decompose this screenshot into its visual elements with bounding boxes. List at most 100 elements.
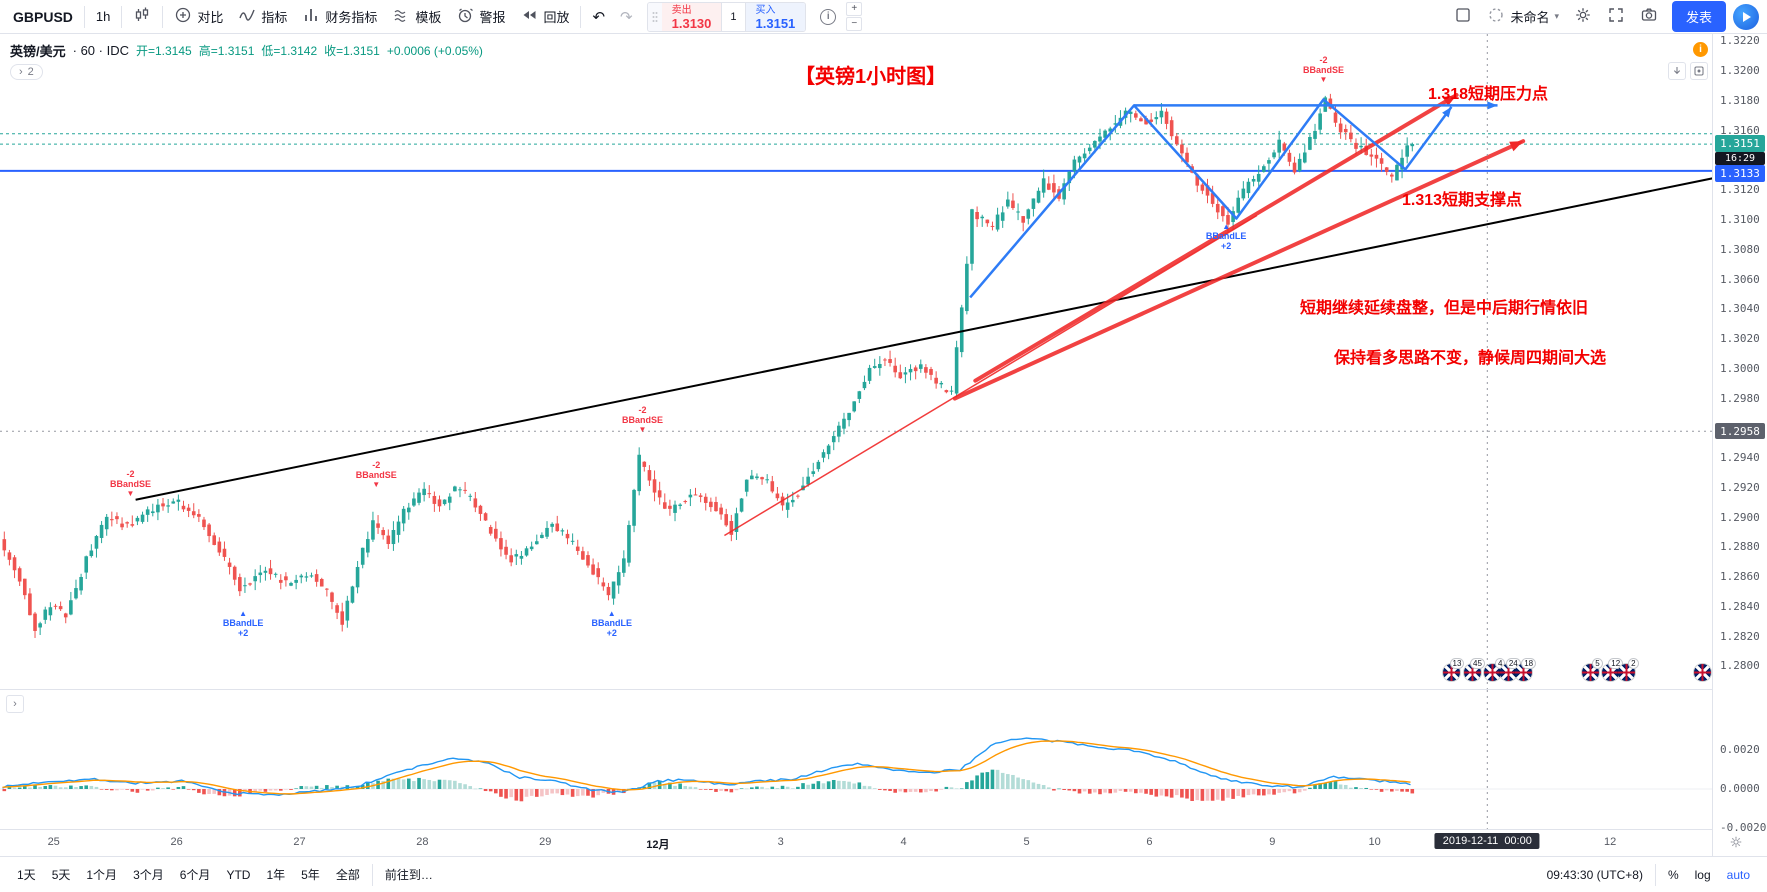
outlook-annotation-2[interactable]: 保持看多思路不变，静候周四期间大选 [1334, 350, 1607, 367]
time-tick-label: 6 [1146, 836, 1153, 848]
templates-label: 模板 [415, 10, 442, 25]
macd-pane[interactable]: › [0, 690, 1712, 830]
chart-title-annotation[interactable]: 【英镑1小时图】 [795, 66, 947, 88]
main-chart-canvas[interactable] [0, 34, 1712, 689]
sell-button[interactable]: 卖出 1.3130 [661, 2, 722, 31]
price-tick-label: 1.3040 [1720, 302, 1760, 316]
reset-view-icon[interactable] [1690, 62, 1708, 80]
alarm-icon [456, 6, 474, 27]
auto-scale-button[interactable]: auto [1726, 867, 1750, 882]
replay-button[interactable]: 回放 [513, 2, 576, 31]
price-tick-label: 1.2900 [1720, 510, 1760, 524]
calendar-event-flag-icon[interactable]: 24 [1499, 658, 1521, 681]
outlook-annotation-1[interactable]: 短期继续延续盘整，但是中后期行情依旧 [1300, 300, 1589, 317]
divider [371, 863, 373, 886]
range-6m-button[interactable]: 6个月 [179, 868, 211, 882]
calendar-event-flag-icon[interactable]: 18 [1515, 658, 1537, 681]
top-toolbar: GBPUSD 1h 对比 指标 财务指标 模板 警报 回放 [0, 0, 1767, 34]
price-tick-label: 1.3000 [1720, 361, 1760, 375]
time-axis[interactable]: 25 26 27 28 29 12月 3 4 5 6 9 10 12 2019-12-11 00:00 [0, 830, 1712, 856]
calendar-event-flag-icon[interactable]: 5 [1581, 658, 1603, 681]
interval-label: 1h [95, 9, 111, 24]
layout-name-button[interactable]: 未命名 ▾ [1480, 2, 1566, 31]
trade-widget: 卖出 1.3130 1 买入 1.3151 [646, 1, 807, 32]
range-5d-button[interactable]: 5天 [51, 868, 71, 882]
macd-canvas[interactable] [0, 690, 1712, 829]
resistance-annotation[interactable]: 1.318短期压力点 [1428, 86, 1549, 103]
time-tick-label: 28 [416, 836, 429, 848]
short-entry-marker: -2 BBandSE ▼ [109, 468, 152, 498]
goto-date-button[interactable]: 前往到… [384, 868, 433, 882]
percent-scale-button[interactable]: % [1667, 867, 1679, 882]
calendar-event-flag-icon[interactable]: 2 [1617, 658, 1639, 681]
range-ytd-button[interactable]: YTD [226, 867, 251, 882]
calendar-event-flag-icon[interactable]: 4 [1484, 658, 1506, 681]
axis-settings-icon[interactable] [1729, 835, 1743, 852]
redo-button[interactable]: ↷ [613, 4, 640, 30]
range-3m-button[interactable]: 3个月 [133, 868, 164, 882]
macd-tick-label: 0.0020 [1720, 743, 1760, 756]
alert-button[interactable]: 警报 [449, 2, 512, 31]
legend-high: 高=1.3151 [198, 44, 255, 58]
main-price-pane[interactable]: 英镑/美元 · 60 · IDC 开=1.3145 高=1.3151 低=1.3… [0, 34, 1712, 690]
time-tick-label: 5 [1023, 836, 1030, 848]
price-tick-label: 1.3200 [1720, 64, 1760, 78]
chart-region: 英镑/美元 · 60 · IDC 开=1.3145 高=1.3151 低=1.3… [0, 34, 1767, 856]
templates-button[interactable]: 模板 [385, 2, 448, 31]
publish-button[interactable]: 发表 [1671, 1, 1726, 32]
buy-button[interactable]: 买入 1.3151 [745, 2, 806, 31]
chevron-right-icon: › [19, 66, 23, 78]
time-tick-label: 29 [539, 836, 552, 848]
calendar-event-flag-icon[interactable]: 12 [1602, 658, 1624, 681]
qty-increase-button[interactable]: + [846, 2, 863, 16]
compare-button[interactable]: 对比 [167, 2, 230, 31]
price-tick-label: 1.2840 [1720, 599, 1760, 613]
calendar-event-flag-icon[interactable]: 45 [1463, 658, 1485, 681]
time-tick-label: 25 [47, 836, 60, 848]
chart-legend[interactable]: 英镑/美元 · 60 · IDC 开=1.3145 高=1.3151 低=1.3… [10, 41, 483, 60]
scroll-down-icon[interactable] [1668, 62, 1686, 80]
symbol-button[interactable]: GBPUSD [6, 5, 80, 29]
fullscreen-button[interactable] [1600, 2, 1632, 31]
fundamentals-button[interactable]: 财务指标 [295, 2, 384, 31]
range-1y-button[interactable]: 1年 [266, 868, 286, 882]
legend-open: 开=1.3145 [135, 44, 192, 58]
range-5y-button[interactable]: 5年 [301, 868, 320, 882]
scroll-buttons [1668, 62, 1708, 80]
chart-type-button[interactable] [126, 2, 158, 31]
legend-pair[interactable]: 英镑/美元 [10, 44, 66, 59]
buy-price: 1.3151 [755, 15, 796, 31]
range-1d-button[interactable]: 1天 [17, 868, 36, 882]
plot-column: 英镑/美元 · 60 · IDC 开=1.3145 高=1.3151 低=1.3… [0, 34, 1713, 856]
indicators-button[interactable]: 指标 [231, 2, 294, 31]
indicator-collapse-button[interactable]: › [6, 695, 24, 713]
price-axis[interactable]: 1.32201.32001.31801.31601.31401.31201.31… [1713, 34, 1767, 856]
crosshair-time-badge: 2019-12-11 00:00 [1434, 833, 1540, 849]
gear-icon [1574, 6, 1592, 27]
chevron-down-icon: ▾ [1554, 11, 1559, 21]
log-scale-button[interactable]: log [1694, 867, 1711, 882]
settings-button[interactable] [1567, 2, 1599, 31]
fundamentals-label: 财务指标 [325, 10, 378, 25]
range-all-button[interactable]: 全部 [335, 868, 360, 882]
calendar-event-flag-icon[interactable] [1694, 664, 1712, 681]
macd-tick-label: 0.0000 [1720, 782, 1760, 795]
expand-icon [1607, 6, 1625, 27]
price-tick-label: 1.3160 [1720, 123, 1760, 137]
legend-collapse-button[interactable]: › 2 [10, 64, 43, 80]
trade-info-button[interactable]: i [813, 5, 843, 29]
legend-low: 低=1.3142 [261, 44, 318, 58]
calendar-event-flag-icon[interactable]: 13 [1443, 658, 1465, 681]
interval-button[interactable]: 1h [89, 5, 117, 28]
data-alert-icon[interactable]: i [1693, 42, 1708, 57]
layout-grid-button[interactable] [1447, 2, 1479, 31]
drag-handle-icon[interactable] [647, 2, 662, 31]
range-1m-button[interactable]: 1个月 [86, 868, 118, 882]
screenshot-button[interactable] [1633, 2, 1665, 31]
undo-button[interactable]: ↶ [585, 4, 612, 30]
macd-tick-label: -0.0020 [1720, 821, 1767, 834]
qty-decrease-button[interactable]: − [846, 17, 863, 31]
sell-price: 1.3130 [671, 15, 712, 31]
support-annotation[interactable]: 1.313短期支撑点 [1402, 192, 1523, 209]
open-panel-button[interactable] [1733, 3, 1759, 30]
